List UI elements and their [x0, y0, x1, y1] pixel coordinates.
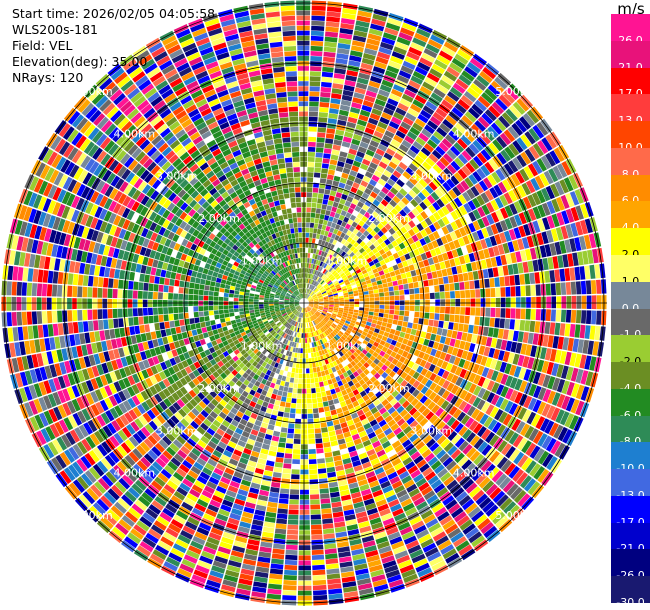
colorbar-swatch [611, 121, 650, 149]
range-ring-label: 1.00km [326, 255, 368, 268]
colorbar-swatch [611, 228, 650, 256]
colorbar-swatch [611, 442, 650, 470]
colorbar-unit: m/s [617, 0, 645, 18]
colorbar-label: -30.0 [616, 596, 645, 609]
field-label: Field: VEL [12, 38, 73, 53]
colorbar-swatch [611, 14, 650, 42]
colorbar-swatch [611, 40, 650, 69]
range-ring-label: 3.00km [411, 424, 453, 437]
colorbar-swatch [611, 495, 650, 524]
range-ring-label: 5.00km [495, 85, 537, 98]
start-time-label: Start time: 2026/02/05 04:05:58 [12, 6, 216, 21]
nrays-label: NRays: 120 [12, 70, 84, 85]
colorbar-swatch [611, 522, 650, 550]
colorbar-swatch [611, 335, 650, 363]
colorbar-swatch [611, 415, 650, 443]
range-ring-label: 2.00km [368, 212, 410, 225]
range-ring-label: 1.00km [326, 339, 368, 352]
range-ring-label: 2.00km [198, 382, 240, 395]
range-ring-label: 3.00km [156, 424, 198, 437]
colorbar-swatch [611, 362, 650, 390]
colorbar-swatch [611, 576, 650, 604]
colorbar-swatch [611, 174, 650, 202]
range-ring-label: 2.00km [368, 382, 410, 395]
range-ring-label: 3.00km [411, 170, 453, 183]
colorbar-swatch [611, 549, 650, 577]
range-ring-label: 4.00km [453, 127, 495, 140]
range-ring-label: 1.00km [241, 255, 283, 268]
colorbar-swatch [611, 281, 650, 309]
radar-rays [1, 0, 607, 606]
colorbar-swatch [611, 201, 650, 229]
colorbar-swatch [611, 254, 650, 283]
range-ring-label: 4.00km [453, 467, 495, 480]
range-ring-label: 5.00km [495, 509, 537, 522]
instrument-label: WLS200s-181 [12, 22, 98, 37]
range-ring-label: 3.00km [156, 170, 198, 183]
colorbar-swatch [611, 147, 650, 176]
range-ring-label: 5.00km [71, 85, 113, 98]
colorbar-swatch [611, 388, 650, 417]
range-ring-label: 2.00km [198, 212, 240, 225]
range-ring-label: 4.00km [114, 467, 156, 480]
range-ring-label: 5.00km [71, 509, 113, 522]
range-ring-label: 1.00km [241, 339, 283, 352]
colorbar-swatch [611, 308, 650, 336]
elevation-label: Elevation(deg): 35.00 [12, 54, 148, 69]
colorbar: 26.021.017.013.010.08.06.04.02.01.00.0-1… [611, 14, 650, 609]
colorbar-swatch [611, 94, 650, 122]
ppi-radar-display: 1.00km 1.00km 1.00km 1.00km 2.00km 2.00km 2.00… [1, 0, 607, 606]
colorbar-swatch [611, 67, 650, 95]
colorbar-swatch [611, 469, 650, 497]
range-ring-label: 4.00km [114, 127, 156, 140]
